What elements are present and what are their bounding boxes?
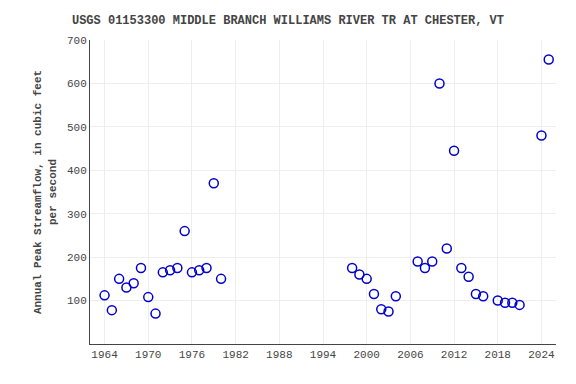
svg-text:Annual Peak Streamflow, in cub: Annual Peak Streamflow, in cubic feetper… (32, 70, 58, 314)
svg-text:200: 200 (67, 252, 87, 264)
svg-text:500: 500 (67, 122, 87, 134)
svg-text:2012: 2012 (441, 349, 467, 361)
svg-text:300: 300 (67, 209, 87, 221)
svg-text:100: 100 (67, 295, 87, 307)
svg-text:1970: 1970 (135, 349, 161, 361)
svg-text:1976: 1976 (179, 349, 205, 361)
svg-text:2024: 2024 (528, 349, 555, 361)
svg-text:1988: 1988 (266, 349, 292, 361)
svg-text:1982: 1982 (222, 349, 248, 361)
svg-text:700: 700 (67, 35, 87, 47)
svg-text:1994: 1994 (310, 349, 337, 361)
svg-text:2000: 2000 (353, 349, 379, 361)
svg-text:USGS 01153300 MIDDLE BRANCH WI: USGS 01153300 MIDDLE BRANCH WILLIAMS RIV… (72, 14, 504, 28)
svg-text:2006: 2006 (397, 349, 423, 361)
svg-text:600: 600 (67, 78, 87, 90)
svg-text:1964: 1964 (91, 349, 118, 361)
svg-text:2018: 2018 (485, 349, 511, 361)
svg-text:400: 400 (67, 165, 87, 177)
